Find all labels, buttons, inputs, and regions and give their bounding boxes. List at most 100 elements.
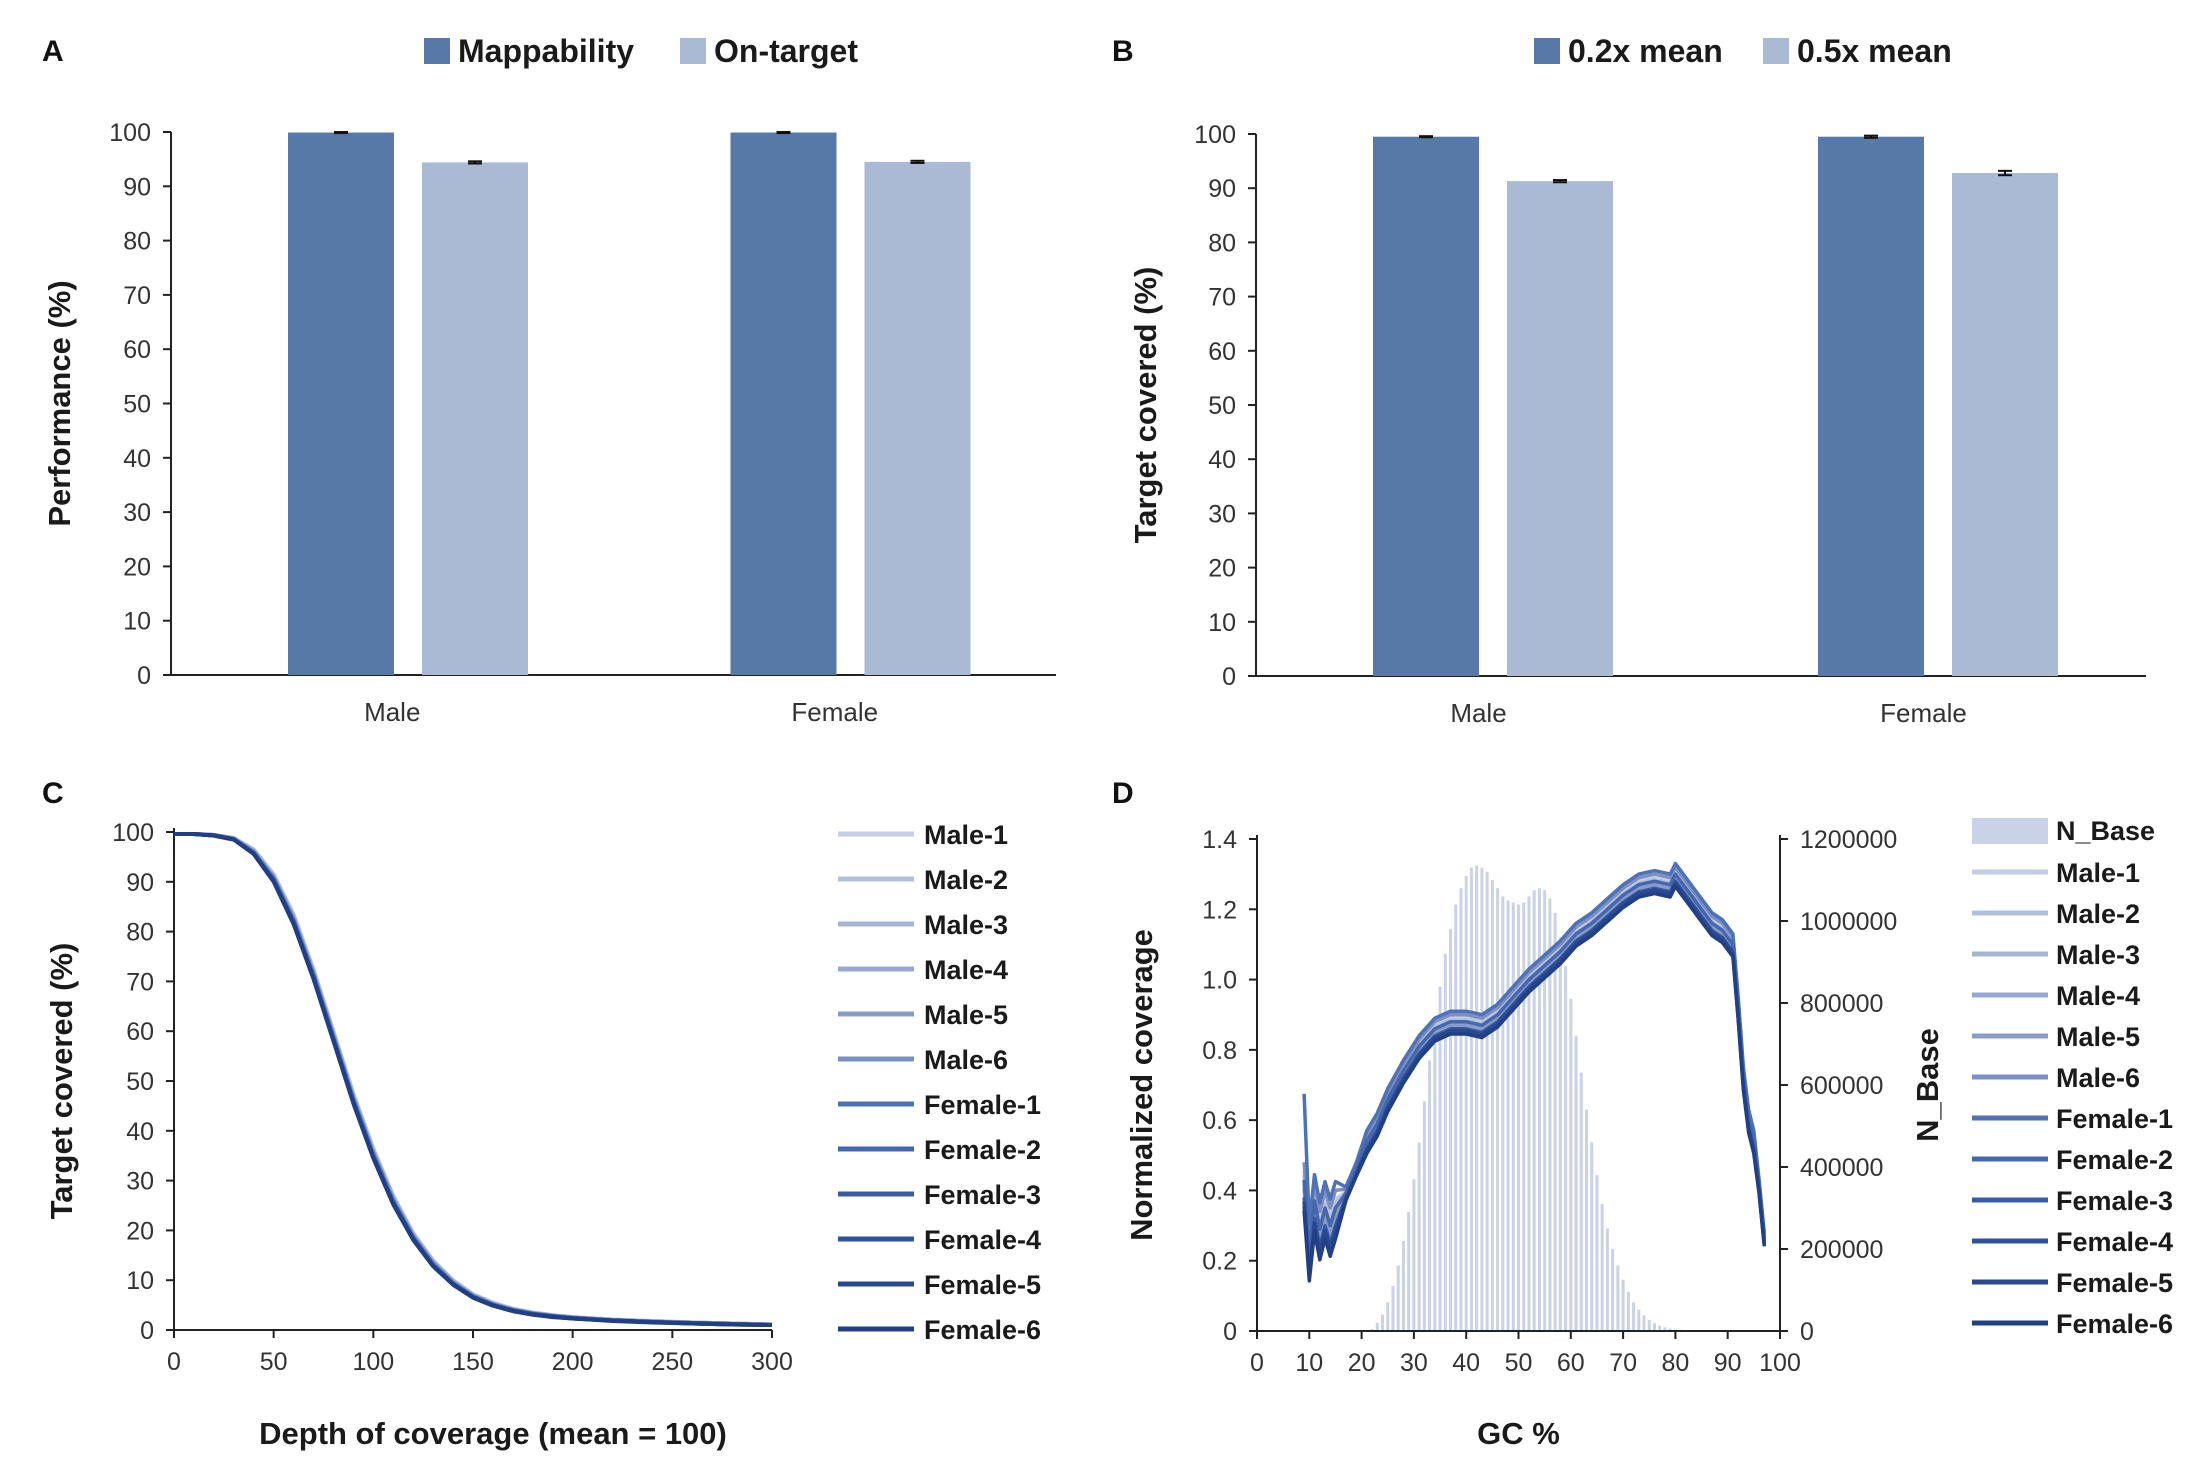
series-line-female-2: [174, 832, 773, 1327]
x-axis-title: GC %: [1477, 1416, 1560, 1451]
histogram-bar: [1658, 1325, 1662, 1331]
y-tick-label: 40: [123, 445, 151, 473]
bar-on-target-male: [422, 162, 528, 675]
panel-b-bar-chart: 0 10 20 30 40 50 60 70 80 90 100 Target covered (%)…: [1128, 33, 2146, 728]
histogram-bar: [1558, 937, 1562, 1331]
histogram-bar: [1569, 998, 1573, 1331]
y-axis-title: Performance (%): [42, 280, 77, 526]
histogram-bar: [1381, 1314, 1385, 1331]
y-tick-label: 90: [126, 869, 154, 897]
legend-label: Male-3: [2056, 940, 2140, 970]
bar-0-2x-mean-male: [1373, 136, 1479, 676]
legend-label: Male-5: [2056, 1022, 2140, 1052]
legend-label: Female-3: [924, 1180, 1041, 1210]
x-axis-title: Depth of coverage (mean = 100): [259, 1416, 727, 1451]
legend-label: Female-5: [924, 1270, 1041, 1300]
x-category-label: Male: [1450, 698, 1506, 728]
histogram-bar: [1543, 890, 1547, 1331]
histogram-bar: [1616, 1265, 1620, 1331]
y2-axis-title: N_Base: [1910, 1028, 1945, 1142]
series-line-male-2: [174, 832, 773, 1327]
legend-label: Male-3: [924, 910, 1008, 940]
histogram-bar: [1485, 871, 1489, 1331]
y-axis-title: Target covered (%): [1128, 267, 1163, 544]
bar-mappability-female: [730, 132, 837, 676]
legend-label: Female-6: [2056, 1309, 2173, 1339]
y-tick-label: 0.8: [1202, 1037, 1237, 1065]
y-tick-label: 30: [123, 499, 151, 527]
histogram-bar: [1375, 1322, 1379, 1331]
x-tick-label: 0: [1250, 1349, 1264, 1377]
legend-label: Male-5: [924, 1000, 1008, 1030]
histogram-bar: [1469, 867, 1473, 1331]
legend-label: Male-6: [924, 1045, 1008, 1075]
y-tick-label: 80: [126, 919, 154, 947]
panel-a-bar-chart: 0 10 20 30 40 50 60 70 80 90 100 Performance (%) Mal…: [42, 33, 1056, 727]
legend-label: Female-5: [2056, 1268, 2173, 1298]
y-tick-label: 100: [112, 819, 154, 847]
x-tick-label: 0: [167, 1348, 181, 1376]
histogram-bar: [1386, 1302, 1390, 1331]
histogram-bar: [1438, 986, 1442, 1331]
histogram-bar: [1637, 1309, 1641, 1331]
histogram-bar: [1490, 880, 1494, 1331]
x-tick-label: 250: [651, 1348, 693, 1376]
histogram-bar: [1454, 904, 1458, 1331]
x-tick-label: 90: [1714, 1349, 1742, 1377]
y-tick-label: 30: [126, 1168, 154, 1196]
y-tick-label: 50: [123, 391, 151, 419]
legend-label: Male-1: [924, 820, 1008, 850]
legend-swatch: [680, 38, 706, 64]
y-tick-label: 0: [140, 1317, 154, 1345]
legend-swatch: [424, 38, 450, 64]
panel-c-line-chart: 0 10 20 30 40 50 60 70 80 90 100 0 50 100 150 200 250 300…: [44, 819, 1041, 1451]
histogram-bar: [1590, 1142, 1594, 1331]
y-tick-label: 1.2: [1202, 896, 1237, 924]
y-tick-label: 100: [1194, 121, 1236, 149]
y-tick-label: 0.4: [1202, 1177, 1237, 1205]
x-tick-label: 150: [452, 1348, 494, 1376]
legend-label: Male-1: [2056, 858, 2140, 888]
histogram-bar: [1511, 902, 1515, 1331]
series-line-male-6: [174, 832, 773, 1327]
y2-tick-label: 1200000: [1800, 826, 1897, 854]
series-line-male-5: [174, 832, 773, 1327]
histogram-bar: [1663, 1327, 1667, 1331]
x-tick-label: 60: [1557, 1349, 1585, 1377]
y2-tick-label: 600000: [1800, 1072, 1883, 1100]
x-tick-label: 300: [751, 1348, 793, 1376]
y-tick-label: 1.4: [1202, 826, 1237, 854]
histogram-bar: [1574, 1035, 1578, 1331]
histogram-bar: [1391, 1285, 1395, 1331]
x-category-label: Female: [1880, 698, 1967, 728]
legend-label: On-target: [714, 33, 858, 69]
histogram-bar: [1522, 902, 1526, 1331]
histogram-bar: [1611, 1249, 1615, 1331]
histogram-bar: [1464, 875, 1468, 1331]
y-tick-label: 60: [126, 1018, 154, 1046]
y2-tick-label: 0: [1800, 1318, 1814, 1346]
histogram-bar: [1647, 1319, 1651, 1331]
bar-on-target-female: [864, 161, 971, 676]
y-tick-label: 40: [126, 1118, 154, 1146]
legend-label: Male-2: [924, 865, 1008, 895]
y-axis-title: Normalized coverage: [1124, 929, 1159, 1241]
x-tick-label: 70: [1609, 1349, 1637, 1377]
series-line-female-5: [174, 832, 773, 1327]
y-tick-label: 1.0: [1202, 967, 1237, 995]
bar-0-5x-mean-male: [1507, 181, 1613, 677]
legend-swatch-histogram: [1972, 818, 2048, 844]
y-tick-label: 90: [123, 173, 151, 201]
histogram-bar: [1370, 1328, 1374, 1331]
legend-label: N_Base: [2056, 816, 2155, 846]
series-line-female-3: [174, 832, 773, 1327]
y-tick-label: 0.2: [1202, 1248, 1237, 1276]
panel-label-d: D: [1112, 777, 1134, 810]
y-tick-label: 10: [126, 1267, 154, 1295]
legend-label: Female-4: [2056, 1227, 2173, 1257]
y-tick-label: 0: [1223, 1318, 1237, 1346]
x-tick-label: 80: [1661, 1349, 1689, 1377]
y-tick-label: 80: [1208, 229, 1236, 257]
histogram-bar: [1626, 1292, 1630, 1331]
